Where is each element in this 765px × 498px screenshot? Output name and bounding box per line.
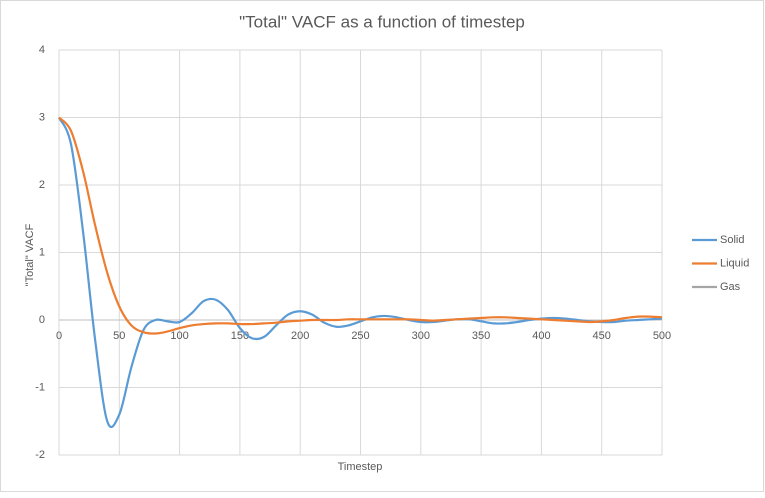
x-tick-label: 450: [593, 330, 611, 342]
x-tick-label: 500: [653, 330, 671, 342]
y-tick-label: -1: [35, 381, 45, 393]
y-tick-label: -2: [35, 449, 45, 461]
series-line: [57, 116, 663, 429]
y-tick-label: 3: [39, 111, 45, 123]
x-tick-label: 0: [56, 330, 62, 342]
y-tick-label: 2: [39, 179, 45, 191]
legend-label: Solid: [720, 234, 744, 246]
series-line: [58, 116, 663, 335]
x-tick-label: 400: [532, 330, 550, 342]
legend-label: Liquid: [720, 257, 749, 269]
x-tick-label: 100: [170, 330, 188, 342]
x-tick-label: 250: [351, 330, 369, 342]
y-tick-label: 4: [39, 44, 45, 56]
chart-title: "Total" VACF as a function of timestep: [239, 12, 525, 31]
x-axis-label: Timestep: [338, 461, 383, 473]
x-tick-label: 50: [113, 330, 125, 342]
y-axis-label: "Total" VACF: [24, 223, 36, 286]
x-tick-label: 200: [291, 330, 309, 342]
x-tick-label: 350: [472, 330, 490, 342]
x-tick-label: 300: [412, 330, 430, 342]
y-tick-label: 1: [39, 246, 45, 258]
y-tick-label: 0: [39, 314, 45, 326]
legend-label: Gas: [720, 281, 741, 293]
